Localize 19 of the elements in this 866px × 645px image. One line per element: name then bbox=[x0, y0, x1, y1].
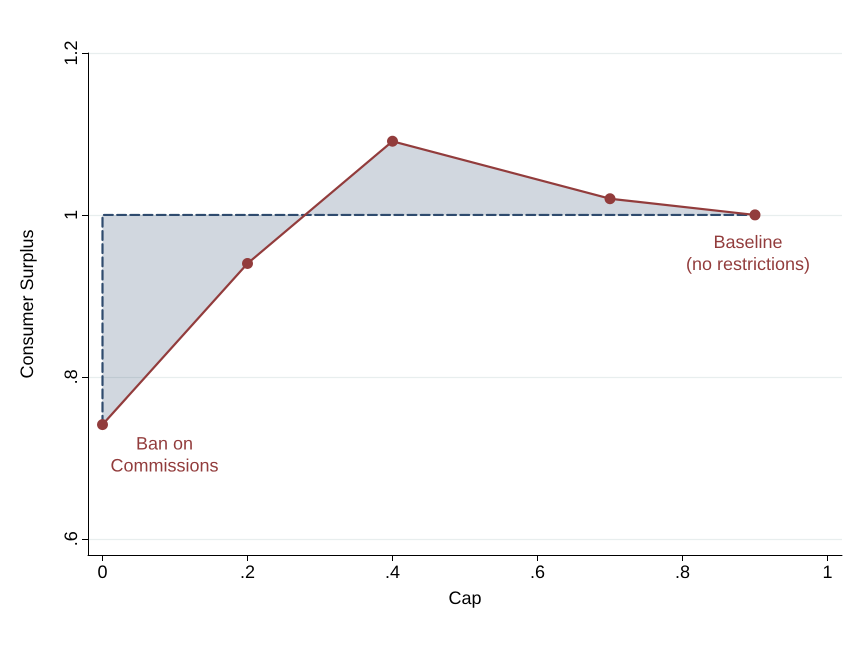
x-tick-label: .6 bbox=[530, 562, 546, 582]
x-tick-label: .4 bbox=[384, 562, 400, 582]
x-tick-label: 1 bbox=[822, 562, 833, 582]
annotation: Ban on Commissions bbox=[110, 434, 219, 476]
x-tick-label: .2 bbox=[240, 562, 256, 582]
annotation: Baseline (no restrictions) bbox=[686, 232, 810, 274]
point bbox=[242, 258, 253, 270]
point bbox=[604, 193, 616, 204]
x-axis-title: Cap bbox=[448, 588, 482, 608]
point bbox=[387, 136, 398, 147]
y-tick-label: .6 bbox=[61, 531, 81, 546]
point bbox=[750, 209, 760, 220]
x-tick-label: 0 bbox=[97, 562, 108, 582]
x-tick-label: .8 bbox=[674, 562, 690, 582]
y-tick-label: 1.2 bbox=[61, 40, 81, 66]
y-tick-label: 1 bbox=[61, 210, 81, 220]
point bbox=[97, 419, 108, 430]
y-axis-title: Consumer Surplus bbox=[17, 229, 37, 379]
y-tick-label: .8 bbox=[61, 369, 81, 384]
